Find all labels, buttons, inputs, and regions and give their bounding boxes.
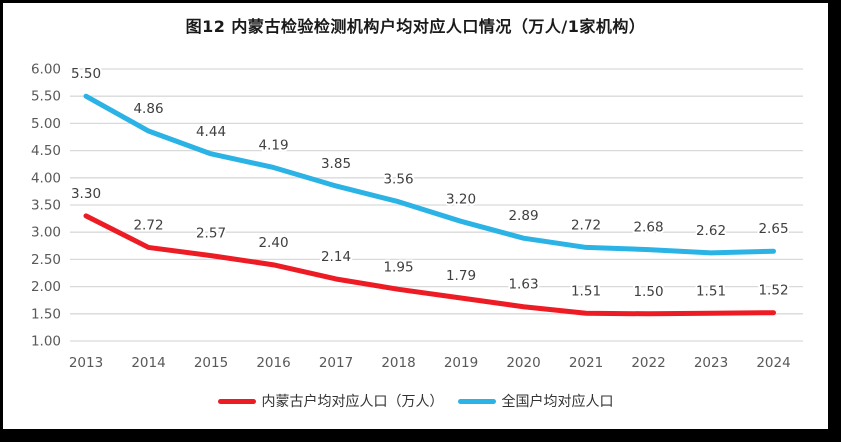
y-axis-tick: 4.50 xyxy=(31,143,61,159)
data-label: 4.44 xyxy=(196,124,226,140)
x-axis-tick: 2021 xyxy=(569,355,603,371)
data-label: 2.65 xyxy=(758,221,788,237)
x-axis-tick: 2013 xyxy=(69,355,103,371)
y-axis-tick: 3.50 xyxy=(31,198,61,214)
x-axis-tick: 2024 xyxy=(756,355,790,371)
series-line-national xyxy=(83,93,776,256)
x-axis-tick: 2020 xyxy=(506,355,540,371)
y-axis-tick: 6.00 xyxy=(31,62,61,78)
data-label: 2.40 xyxy=(258,235,288,251)
data-label: 2.68 xyxy=(633,220,663,236)
y-axis-tick: 5.00 xyxy=(31,116,61,132)
legend-swatch-red-line xyxy=(217,398,256,404)
x-axis-tick: 2015 xyxy=(194,355,228,371)
x-axis-tick: 2016 xyxy=(256,355,290,371)
y-axis-tick: 5.50 xyxy=(31,89,61,105)
data-label: 3.20 xyxy=(446,191,476,207)
data-label: 1.50 xyxy=(633,284,663,300)
data-label: 1.51 xyxy=(696,283,726,299)
y-axis-tick: 1.50 xyxy=(31,306,61,322)
data-label: 2.14 xyxy=(321,249,351,265)
series-line-inner-mongolia xyxy=(83,213,776,317)
data-label: 1.51 xyxy=(571,283,601,299)
y-axis-tick: 3.00 xyxy=(31,225,61,241)
data-label: 2.72 xyxy=(571,217,601,233)
data-label: 1.95 xyxy=(383,259,413,275)
data-label: 2.72 xyxy=(133,217,163,233)
data-label: 4.19 xyxy=(258,137,288,153)
data-label: 3.85 xyxy=(321,156,351,172)
data-label: 5.50 xyxy=(71,66,101,82)
line-chart: 6.00 5.50 5.00 4.50 4.00 3.50 3.00 2.50 2.00 1.50… xyxy=(31,62,803,371)
y-axis-tick: 2.50 xyxy=(31,252,61,268)
data-label: 3.30 xyxy=(71,186,101,202)
x-axis-tick: 2014 xyxy=(131,355,165,371)
x-axis-tick: 2023 xyxy=(694,355,728,371)
data-label: 2.62 xyxy=(696,223,726,239)
x-axis-tick: 2017 xyxy=(319,355,353,371)
y-axis-tick: 4.00 xyxy=(31,170,61,186)
legend-item-national: 全国户均对应人口 xyxy=(457,391,614,411)
y-axis-tick: 2.00 xyxy=(31,279,61,295)
data-label: 3.56 xyxy=(383,172,413,188)
x-axis-tick: 2022 xyxy=(631,355,665,371)
legend-label-inner-mongolia: 内蒙古户均对应人口（万人） xyxy=(261,394,444,410)
x-axis-tick: 2019 xyxy=(444,355,478,371)
y-axis-tick: 1.00 xyxy=(31,334,61,350)
chart-title: 图12 内蒙古检验检测机构户均对应人口情况（万人/1家机构） xyxy=(185,17,646,36)
x-axis-tick: 2018 xyxy=(381,355,415,371)
legend-label-national: 全国户均对应人口 xyxy=(501,394,614,410)
data-label: 4.86 xyxy=(133,101,163,117)
data-label: 2.89 xyxy=(508,208,538,224)
data-label: 2.57 xyxy=(196,226,226,242)
data-label: 1.63 xyxy=(508,277,538,293)
legend: 内蒙古户均对应人口（万人） 全国户均对应人口 xyxy=(3,391,828,411)
legend-swatch-blue-line xyxy=(457,398,496,404)
legend-item-inner-mongolia: 内蒙古户均对应人口（万人） xyxy=(217,391,444,411)
data-label: 1.79 xyxy=(446,268,476,284)
chart-canvas: 图12 内蒙古检验检测机构户均对应人口情况（万人/1家机构） 6.00 5.50 5… xyxy=(3,3,828,429)
data-label: 1.52 xyxy=(758,283,788,299)
